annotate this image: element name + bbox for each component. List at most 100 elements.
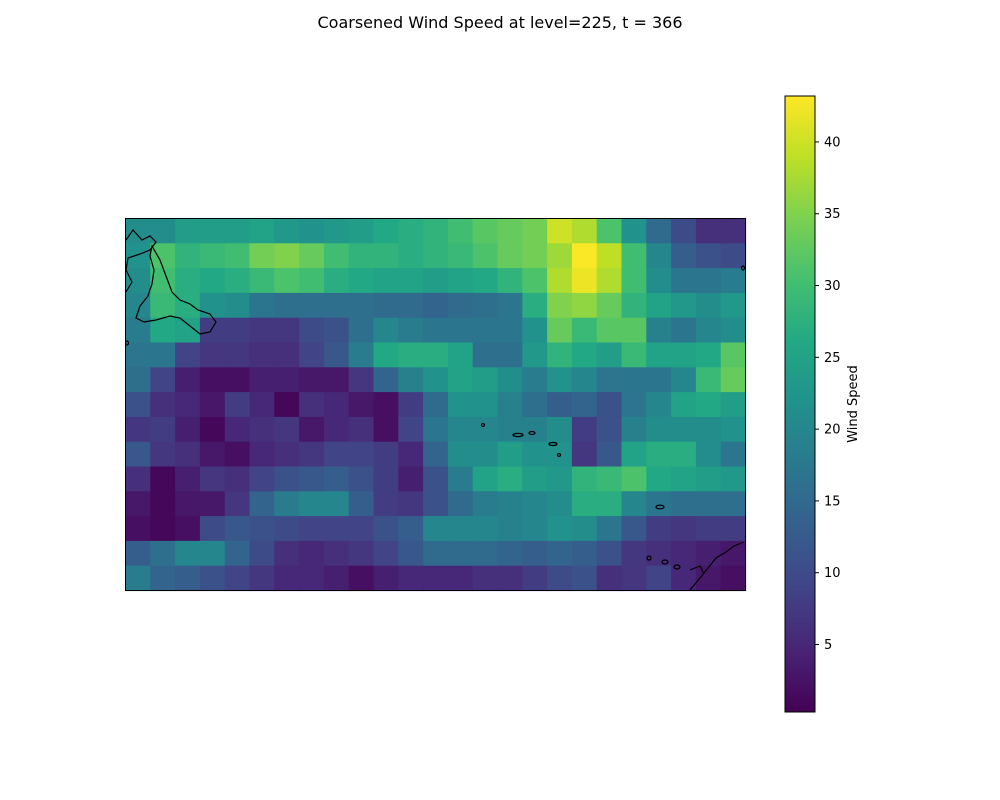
heatmap-cell (299, 416, 325, 443)
heatmap-cell (348, 268, 375, 294)
heatmap-cell (150, 441, 176, 468)
heatmap-cell (224, 516, 251, 542)
heatmap-cell (373, 268, 399, 294)
heatmap-cell (249, 243, 275, 269)
heatmap-cell (547, 367, 573, 393)
heatmap-cell (175, 416, 201, 443)
heatmap-cell (423, 218, 449, 244)
heatmap-cell (423, 516, 449, 542)
heatmap-cell (571, 292, 598, 319)
heatmap-cell (274, 268, 300, 294)
heatmap-cell (621, 367, 647, 393)
heatmap-cell (373, 565, 399, 592)
heatmap-cell (447, 268, 474, 294)
heatmap-cell (299, 317, 325, 344)
heatmap-cell (596, 441, 623, 468)
heatmap-cell (571, 565, 598, 592)
heatmap-cell (720, 367, 747, 393)
heatmap-cell (274, 441, 300, 468)
heatmap-cell (695, 342, 722, 368)
heatmap-cell (199, 342, 226, 368)
heatmap-cell (522, 491, 548, 517)
heatmap-cell (671, 466, 697, 492)
heatmap-cell (323, 342, 350, 368)
heatmap-cell (274, 243, 300, 269)
heatmap-cell (720, 292, 747, 319)
heatmap-cell (224, 317, 251, 344)
heatmap-cell (522, 218, 548, 244)
heatmap-cell (671, 540, 697, 567)
heatmap-cell (199, 540, 226, 567)
heatmap-cell (547, 268, 573, 294)
heatmap-cell (373, 466, 399, 492)
heatmap-cell (423, 441, 449, 468)
heatmap-cell (621, 491, 647, 517)
heatmap-cell (522, 416, 548, 443)
heatmap-cell (720, 342, 747, 368)
heatmap-cell (125, 466, 151, 492)
heatmap-cell (125, 392, 151, 418)
heatmap-cell (398, 317, 424, 344)
heatmap-cell (175, 292, 201, 319)
heatmap-cell (175, 268, 201, 294)
heatmap-cell (497, 367, 523, 393)
heatmap-cell (447, 218, 474, 244)
heatmap-cell (125, 367, 151, 393)
heatmap-cell (323, 565, 350, 592)
heatmap-cell (695, 367, 722, 393)
heatmap-cell (423, 292, 449, 319)
heatmap-cell (323, 268, 350, 294)
heatmap-cell (720, 565, 747, 592)
heatmap-cell (323, 367, 350, 393)
heatmap-cell (547, 243, 573, 269)
heatmap-cell (175, 441, 201, 468)
heatmap-cell (621, 243, 647, 269)
heatmap-cell (323, 416, 350, 443)
heatmap-cell (423, 367, 449, 393)
heatmap-cell (720, 516, 747, 542)
heatmap-cell (348, 491, 375, 517)
heatmap-cell (423, 342, 449, 368)
heatmap-cell (224, 466, 251, 492)
heatmap-cell (472, 540, 499, 567)
heatmap-cell (373, 491, 399, 517)
heatmap-cell (150, 292, 176, 319)
heatmap-cell (125, 243, 151, 269)
heatmap-cell (373, 317, 399, 344)
coastline-island (135, 244, 217, 335)
heatmap-cell (547, 292, 573, 319)
heatmap-cell (398, 342, 424, 368)
island-8 (661, 559, 669, 565)
heatmap-cell (199, 268, 226, 294)
heatmap-cell (547, 516, 573, 542)
heatmap-cell (571, 466, 598, 492)
heatmap-cell (348, 218, 375, 244)
heatmap-cell (671, 416, 697, 443)
heatmap-cell (621, 218, 647, 244)
heatmap-cell (224, 441, 251, 468)
heatmap-cell (398, 491, 424, 517)
heatmap-cell (497, 466, 523, 492)
heatmap-cell (249, 292, 275, 319)
heatmap-cell (671, 292, 697, 319)
heatmap-cell (671, 268, 697, 294)
heatmap-cell (621, 292, 647, 319)
heatmap-cell (621, 268, 647, 294)
heatmap-cell (596, 516, 623, 542)
heatmap-cell (373, 367, 399, 393)
heatmap-cell (150, 243, 176, 269)
heatmap-cell (373, 243, 399, 269)
heatmap-cell (695, 268, 722, 294)
heatmap-cell (596, 540, 623, 567)
heatmap-cell (348, 392, 375, 418)
heatmap-cell (125, 416, 151, 443)
heatmap-cell (249, 268, 275, 294)
heatmap-cell (646, 392, 672, 418)
heatmap-cell (547, 540, 573, 567)
heatmap-cell (224, 367, 251, 393)
heatmap-cell (299, 392, 325, 418)
heatmap-cell (274, 565, 300, 592)
heatmap-cell (646, 466, 672, 492)
heatmap-cell (695, 491, 722, 517)
heatmap-cell (447, 367, 474, 393)
